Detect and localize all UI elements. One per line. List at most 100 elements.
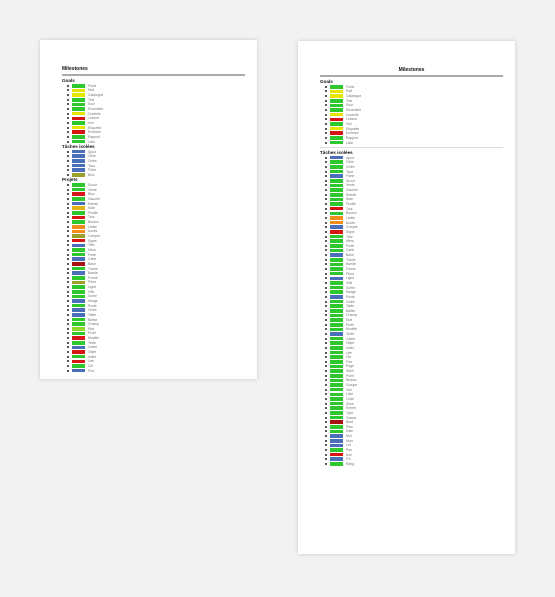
list-item: Liste: [325, 392, 503, 397]
item-label: Lecture: [88, 116, 100, 121]
item-label: Accès: [88, 229, 98, 234]
status-badge: [72, 130, 85, 135]
item-label: Exercice: [88, 130, 102, 135]
list-item: Liste: [67, 139, 245, 144]
bullet-icon: [67, 126, 69, 129]
list-item: Ville: [67, 289, 245, 294]
status-badge: [330, 85, 343, 89]
status-badge: [330, 295, 343, 299]
status-badge: [330, 202, 343, 206]
bullet-icon: [325, 453, 327, 456]
status-badge: [72, 220, 85, 224]
status-badge: [72, 154, 85, 159]
status-badge: [330, 392, 343, 397]
list-item: Série: [325, 369, 503, 374]
list-item: Point: [325, 373, 503, 378]
list-item: Texte: [67, 340, 245, 345]
item-label: Base: [88, 261, 96, 266]
status-badge: [330, 387, 343, 392]
status-badge: [330, 253, 343, 257]
item-label: Groupe: [346, 383, 358, 388]
list-item: Page: [325, 364, 503, 369]
status-badge: [330, 308, 343, 313]
status-badge: [72, 331, 85, 336]
list-item: Ensemble: [325, 108, 503, 113]
status-badge: [330, 197, 343, 202]
bullet-icon: [67, 295, 69, 298]
bullet-icon: [325, 305, 327, 308]
status-badge: [330, 434, 343, 438]
bullet-icon: [325, 113, 327, 116]
status-badge: [72, 121, 85, 125]
bullet-icon: [325, 281, 327, 284]
status-badge: [72, 224, 85, 229]
list-item: Fruits: [67, 84, 245, 89]
list-item: Sortie: [325, 285, 503, 290]
item-label: Etiquette: [346, 126, 360, 131]
bullet-icon: [67, 173, 69, 176]
item-label: Accès: [346, 220, 356, 225]
bullet-icon: [67, 155, 69, 158]
status-badge: [72, 364, 85, 368]
item-label: Suivi: [88, 102, 96, 107]
list-item: Table: [325, 304, 503, 309]
status-badge: [330, 271, 343, 276]
bullet-icon: [325, 193, 327, 196]
status-badge: [72, 159, 85, 163]
status-badge: [330, 411, 343, 415]
list-item: Type: [325, 411, 503, 416]
status-badge: [330, 230, 343, 234]
status-badge: [330, 174, 343, 178]
item-label: Porte: [88, 252, 97, 257]
list-item: Flux: [325, 360, 503, 365]
item-label: Ensemble: [346, 108, 362, 113]
bullet-icon: [325, 379, 327, 382]
item-label: Exercice: [346, 131, 360, 136]
list-item: Menu: [67, 248, 245, 253]
projects-heading: Projets: [62, 177, 78, 183]
item-label: Catalogue: [88, 93, 104, 98]
status-badge: [72, 183, 85, 187]
list-item: Exercice: [325, 131, 503, 136]
item-label: Poste: [346, 294, 355, 299]
bullet-icon: [67, 103, 69, 106]
bullet-icon: [325, 351, 327, 354]
status-badge: [330, 452, 343, 457]
bullet-icon: [325, 277, 327, 280]
bullet-icon: [325, 99, 327, 102]
list-item: Ordre: [67, 308, 245, 313]
bullet-icon: [325, 198, 327, 201]
bullet-icon: [67, 323, 69, 326]
status-badge: [330, 332, 343, 336]
bullet-icon: [325, 127, 327, 130]
list-item: Trame: [325, 257, 503, 262]
status-badge: [330, 140, 343, 145]
bullet-icon: [325, 346, 327, 349]
bullet-icon: [67, 150, 69, 153]
list-item: Champ: [325, 313, 503, 318]
list-item: Clé: [67, 364, 245, 369]
bullet-icon: [67, 211, 69, 214]
status-badge: [72, 163, 85, 168]
item-label: Ligne: [88, 285, 97, 290]
status-badge: [72, 197, 85, 201]
item-label: Trame: [346, 257, 356, 262]
page-left: Milestones Goals Fruits Kiwi Catalogue Test…: [40, 40, 257, 379]
list-item: Scout: [67, 183, 245, 188]
item-label: Fruits: [88, 83, 97, 88]
status-badge: [330, 397, 343, 401]
list-item: Texte: [325, 332, 503, 337]
list-item: Marge: [325, 290, 503, 295]
bullet-icon: [325, 235, 327, 238]
status-badge: [72, 234, 85, 238]
item-label: Objet: [346, 341, 355, 346]
bullet-icon: [67, 313, 69, 316]
status-badge: [72, 276, 85, 280]
status-badge: [330, 192, 343, 197]
item-label: Fin: [346, 457, 351, 462]
list-item: Vente: [325, 183, 503, 188]
list-item: Ordre: [325, 165, 503, 170]
bullet-icon: [325, 249, 327, 252]
item-label: Taux: [346, 169, 354, 174]
status-badge: [72, 84, 85, 88]
